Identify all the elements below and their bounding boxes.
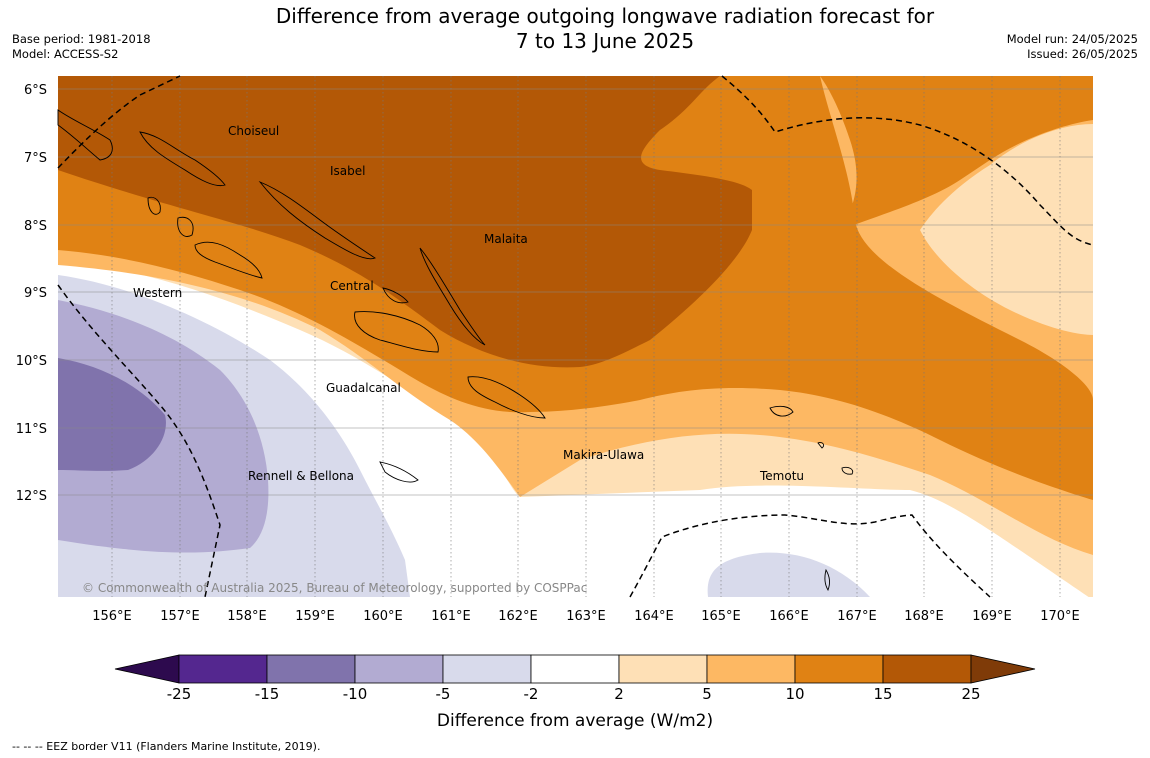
eez-south: [629, 514, 991, 598]
colorbar-swatch: [178, 654, 268, 684]
island-makira: [467, 376, 546, 419]
colorbar-swatch: [442, 654, 532, 684]
model-name: Model: ACCESS-S2: [12, 47, 119, 61]
parallels: [58, 88, 1093, 496]
colorbar-tick: -5: [436, 685, 451, 703]
band-neg-10-15: [58, 358, 166, 471]
lon-label: 170°E: [1040, 609, 1080, 624]
lat-label: 11°S: [16, 422, 47, 437]
label-malaita: Malaita: [484, 232, 528, 246]
island-new-georgia: [194, 241, 263, 279]
island-vanikoro: [841, 466, 854, 475]
band-2-5-ne: [924, 76, 1093, 332]
colorbar-ticks: -25 -15 -10 -5 -2 2 5 10 15 25: [167, 685, 981, 703]
lon-labels: 156°E 157°E 158°E 159°E 160°E 161°E 162°…: [92, 609, 1080, 624]
graticule: [111, 76, 1061, 597]
lat-label: 9°S: [24, 286, 47, 301]
place-labels: Choiseul Isabel Malaita Western Central …: [133, 124, 804, 483]
model-run: Model run: 24/05/2025: [1006, 32, 1138, 46]
colorbar-tick: 25: [961, 685, 980, 703]
lon-label: 163°E: [566, 609, 606, 624]
lat-label: 12°S: [16, 489, 47, 504]
label-isabel: Isabel: [330, 164, 365, 178]
colorbar-tick: 15: [873, 685, 892, 703]
eez-solomons-vanuatu: [57, 284, 221, 598]
colorbar-tick: 10: [785, 685, 804, 703]
colorbar-swatch: [530, 654, 620, 684]
island-isabel: [258, 180, 376, 260]
label-rennell: Rennell & Bellona: [248, 469, 354, 483]
island-santa-cruz: [769, 405, 794, 417]
base-period: Base period: 1981-2018: [12, 32, 151, 46]
copyright-notice: © Commonwealth of Australia 2025, Bureau…: [82, 581, 587, 595]
eez-north-east: [721, 75, 1094, 246]
lon-label: 162°E: [498, 609, 538, 624]
title-line-2: 7 to 13 June 2025: [515, 29, 695, 53]
colorbar-swatch: [882, 654, 972, 684]
island-vella: [177, 216, 194, 237]
colorbar-tick: -15: [255, 685, 280, 703]
lon-label: 156°E: [92, 609, 132, 624]
island-florida: [382, 287, 409, 304]
lon-label: 161°E: [431, 609, 471, 624]
band-15-25: [58, 76, 752, 368]
title-line-1: Difference from average outgoing longwav…: [275, 4, 935, 28]
meta-left: Base period: 1981-2018 Model: ACCESS-S2: [12, 32, 151, 62]
colorbar-tick: -25: [167, 685, 192, 703]
colorbar-tick: -10: [343, 685, 368, 703]
label-guadalcanal: Guadalcanal: [326, 381, 401, 395]
label-western: Western: [133, 286, 182, 300]
lon-label: 159°E: [295, 609, 335, 624]
island-torres: [824, 568, 830, 592]
colorbar-swatch: [266, 654, 356, 684]
lat-label: 8°S: [24, 219, 47, 234]
lat-label: 10°S: [16, 354, 47, 369]
colorbar-swatch: [794, 654, 884, 684]
colorbar-title: Difference from average (W/m2): [437, 711, 713, 731]
colorbar-swatch: [618, 654, 708, 684]
lon-label: 166°E: [769, 609, 809, 624]
colorbar-tick: 5: [702, 685, 712, 703]
colorbar-swatch: [706, 654, 796, 684]
coastlines: [57, 109, 854, 592]
island-choiseul: [139, 131, 226, 187]
island-shortlands: [147, 196, 161, 215]
island-guadalcanal: [354, 311, 439, 353]
eez-borders: [57, 75, 1094, 598]
island-malaita: [419, 247, 486, 346]
anomaly-field: [58, 76, 1093, 597]
lat-label: 7°S: [24, 151, 47, 166]
lon-label: 157°E: [160, 609, 200, 624]
island-utupua: [817, 442, 825, 449]
issued-date: Issued: 26/05/2025: [1027, 47, 1138, 61]
colorbar: [114, 654, 1036, 684]
eez-footnote: -- -- -- EEZ border V11 (Flanders Marine…: [12, 740, 321, 753]
lon-label: 164°E: [634, 609, 674, 624]
chart-title: Difference from average outgoing longwav…: [180, 4, 1030, 54]
lon-label: 167°E: [837, 609, 877, 624]
lon-label: 165°E: [701, 609, 741, 624]
label-central: Central: [330, 279, 374, 293]
lat-label: 6°S: [24, 83, 47, 98]
lon-label: 158°E: [227, 609, 267, 624]
colorbar-tick: -2: [524, 685, 539, 703]
lon-label: 169°E: [972, 609, 1012, 624]
eez-png-west: [57, 75, 181, 169]
colorbar-extend-low: [114, 654, 180, 684]
island-rennell: [379, 461, 419, 483]
lon-label: 160°E: [363, 609, 403, 624]
label-makira: Makira-Ulawa: [563, 448, 644, 462]
colorbar-swatch: [354, 654, 444, 684]
lon-label: 168°E: [904, 609, 944, 624]
label-temotu: Temotu: [759, 469, 804, 483]
label-choiseul: Choiseul: [228, 124, 279, 138]
colorbar-extend-high: [970, 654, 1036, 684]
colorbar-tick: 2: [614, 685, 624, 703]
lat-labels: 6°S 7°S 8°S 9°S 10°S 11°S 12°S: [16, 83, 47, 504]
meta-right: Model run: 24/05/2025 Issued: 26/05/2025: [1007, 32, 1138, 62]
island-bougainville: [57, 109, 113, 161]
